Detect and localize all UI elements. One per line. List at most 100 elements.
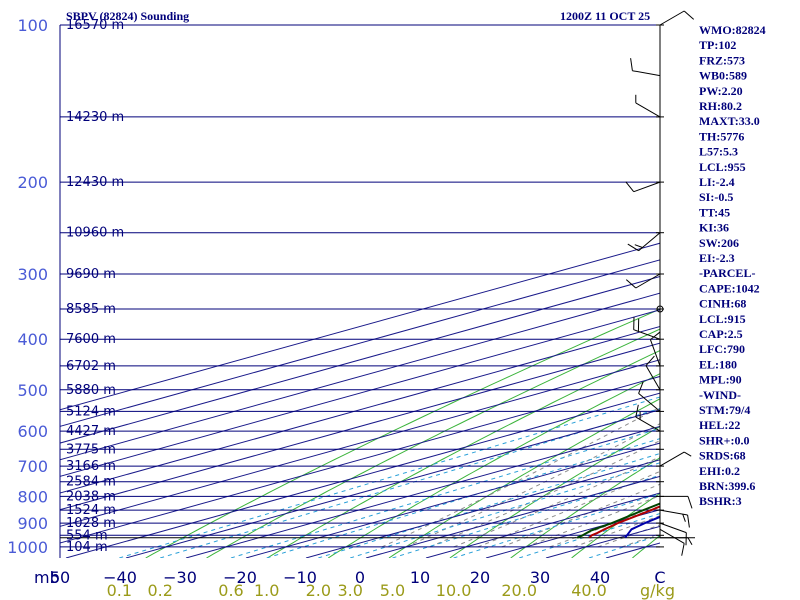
height-tick-label: 7600 m	[66, 332, 116, 347]
temperature-tick-label: −40	[103, 568, 137, 587]
index-value-label: SHR+:0.0	[699, 433, 750, 447]
profile-lines	[576, 502, 660, 539]
isotherm-line	[60, 242, 660, 411]
index-value-label: KI:36	[699, 221, 729, 235]
wind-barb-staff	[635, 102, 661, 118]
isotherm-line	[60, 259, 660, 427]
wind-barb-feather	[634, 244, 643, 248]
wind-barb-feather	[683, 451, 692, 457]
index-value-label: EHI:0.2	[699, 464, 740, 478]
index-value-label: SI:-0.5	[699, 190, 733, 204]
pressure-tick-label: 700	[17, 457, 48, 476]
mixing-ratio-tick-label: 5.0	[380, 581, 405, 600]
height-tick-label: 104 m	[66, 540, 108, 555]
isotherm-line	[125, 409, 660, 558]
moist-adiabat-line	[453, 456, 660, 548]
mixing-ratio-tick-label: 2.0	[306, 581, 331, 600]
mixing-ratio-tick-label: 1.0	[254, 581, 279, 600]
temperature-tick-label: −20	[223, 568, 257, 587]
index-value-label: LCL:955	[699, 160, 746, 174]
mixing-ratio-tick-label: 0.6	[218, 581, 243, 600]
dry-adiabat-line	[206, 328, 660, 558]
pressure-tick-label: 500	[17, 381, 48, 400]
mixing-ratio-line	[266, 438, 660, 558]
height-tick-label: 12430 m	[66, 175, 124, 190]
wind-barb-column	[625, 10, 695, 556]
background-grid	[60, 242, 660, 558]
index-value-label: HEL:22	[699, 418, 740, 432]
isotherm-line	[245, 442, 660, 558]
wind-barb-feather	[683, 10, 695, 20]
index-value-label: TH:5776	[699, 129, 744, 143]
mixing-ratio-tick-label: 0.1	[107, 581, 132, 600]
temperature-tick-label: 10	[410, 568, 430, 587]
wind-barb-staff	[635, 273, 661, 289]
height-tick-label: 10960 m	[66, 226, 124, 241]
wind-barb-staff	[645, 365, 661, 391]
isotherm-line	[65, 392, 660, 558]
height-tick-label: 14230 m	[66, 110, 124, 125]
height-tick-label: 6702 m	[66, 359, 116, 374]
index-value-label: SRDS:68	[699, 449, 746, 463]
wind-barb-staff	[632, 70, 661, 77]
index-value-label: WMO:82824	[699, 23, 766, 37]
height-tick-label: 8585 m	[66, 302, 116, 317]
height-tick-label: 1028 m	[66, 516, 116, 531]
index-value-label: CAP:2.5	[699, 327, 743, 341]
mixing-ratio-line	[453, 492, 660, 558]
height-tick-label: 554 m	[66, 528, 108, 543]
wind-barb-staff	[659, 528, 685, 544]
pressure-tick-label: 300	[17, 265, 48, 284]
temperature-unit-tick: C	[654, 568, 665, 587]
temperature-profile-line	[588, 505, 660, 539]
dry-adiabat-line	[267, 349, 660, 558]
index-value-label: WB0:589	[699, 69, 747, 83]
temperature-tick-label: 50	[50, 568, 70, 587]
height-tick-label: 2584 m	[66, 475, 116, 490]
index-value-label: PW:2.20	[699, 84, 743, 98]
isotherm-line	[60, 275, 660, 444]
pressure-tick-label: 900	[17, 514, 48, 533]
pressure-tick-label: 1000	[7, 538, 48, 557]
pressure-units-label: mb	[34, 568, 60, 587]
index-value-label: FRZ:573	[699, 53, 745, 67]
isotherm-line	[185, 425, 660, 558]
wind-barb-feather	[687, 537, 693, 545]
wind-barb-staff	[659, 522, 687, 534]
index-value-label: SW:206	[699, 236, 739, 250]
index-value-label: LI:-2.4	[699, 175, 735, 189]
index-value-label: TT:45	[699, 205, 730, 219]
index-value-label: TP:102	[699, 38, 736, 52]
wind-barb-feather	[645, 355, 655, 366]
isotherm-line	[60, 325, 660, 494]
mixing-ratio-line	[392, 474, 660, 558]
mixing-ratio-line	[230, 427, 660, 558]
index-value-label: STM:79/4	[699, 403, 750, 417]
height-tick-label: 3775 m	[66, 442, 116, 457]
index-value-label: MPL:90	[699, 373, 742, 387]
dry-adiabat-line	[510, 457, 660, 558]
wind-barb-feather	[687, 514, 690, 528]
height-tick-label: 3166 m	[66, 459, 116, 474]
dry-adiabat-line	[449, 426, 660, 558]
dry-adiabat-line	[327, 373, 660, 558]
moist-adiabat-line	[429, 440, 660, 548]
temperature-tick-label: −30	[163, 568, 197, 587]
mixing-ratio-tick-label: 20.0	[501, 581, 537, 600]
index-value-label: EL:180	[699, 357, 737, 371]
isobar-lines	[59, 24, 695, 558]
pressure-tick-label: 800	[17, 487, 48, 506]
moist-adiabat-line	[525, 495, 660, 548]
index-value-label: LFC:790	[699, 342, 745, 356]
pressure-tick-label: 200	[17, 173, 48, 192]
wind-barb-feather	[682, 513, 686, 522]
wind-barb-staff	[659, 451, 685, 467]
wind-barb-feather	[625, 181, 635, 193]
index-value-label: LCL:915	[699, 312, 746, 326]
wind-barb-feather	[627, 243, 639, 252]
dry-adiabat-line	[145, 308, 660, 558]
wind-barb-feather	[650, 331, 661, 340]
wind-barb-staff	[638, 393, 661, 412]
